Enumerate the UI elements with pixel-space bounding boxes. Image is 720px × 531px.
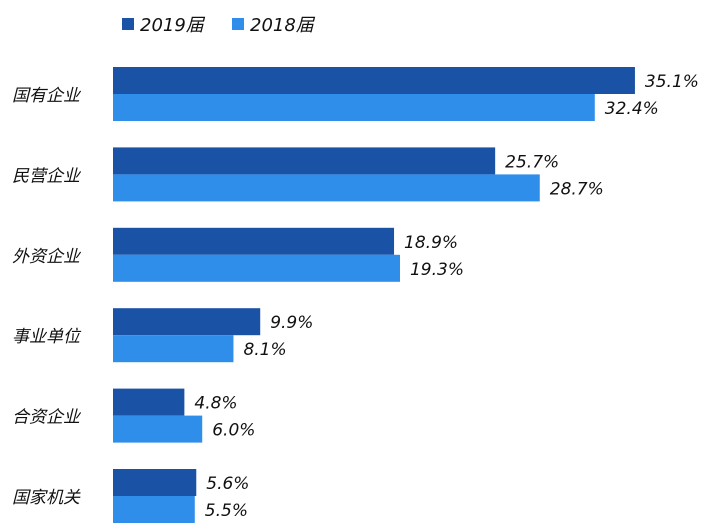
bar-0-0 [113,67,635,94]
legend-swatch-0 [122,18,134,30]
category-label: 外资企业 [12,247,82,267]
category-label: 国家机关 [12,488,81,508]
bar-1-3 [113,335,234,363]
category-label: 事业单位 [12,327,82,347]
category-label: 国有企业 [12,86,82,106]
bar-1-0 [113,94,595,121]
bar-0-4 [113,388,185,416]
data-label: 5.5% [205,501,248,521]
data-label: 25.7% [505,152,559,172]
bar-0-1 [113,147,496,175]
data-label: 35.1% [645,72,699,92]
bar-0-2 [113,227,395,255]
data-label: 28.7% [550,179,604,199]
data-label: 18.9% [404,233,458,253]
bar-1-2 [113,254,400,282]
data-label: 8.1% [243,340,286,360]
legend-label-1: 2018届 [250,15,316,36]
category-label: 民营企业 [12,166,82,186]
data-label: 9.9% [270,313,313,333]
bar-1-4 [113,415,203,443]
data-label: 19.3% [410,260,464,280]
category-label: 合资企业 [12,408,82,428]
bar-1-5 [113,496,195,523]
legend-label-0: 2019届 [140,15,206,36]
data-label: 5.6% [206,474,249,494]
bar-1-1 [113,174,540,202]
data-label: 6.0% [212,421,255,441]
legend-swatch-1 [232,18,244,30]
bar-0-5 [113,469,197,496]
bar-0-3 [113,308,261,336]
data-label: 4.8% [194,394,237,414]
data-label: 32.4% [605,99,659,119]
